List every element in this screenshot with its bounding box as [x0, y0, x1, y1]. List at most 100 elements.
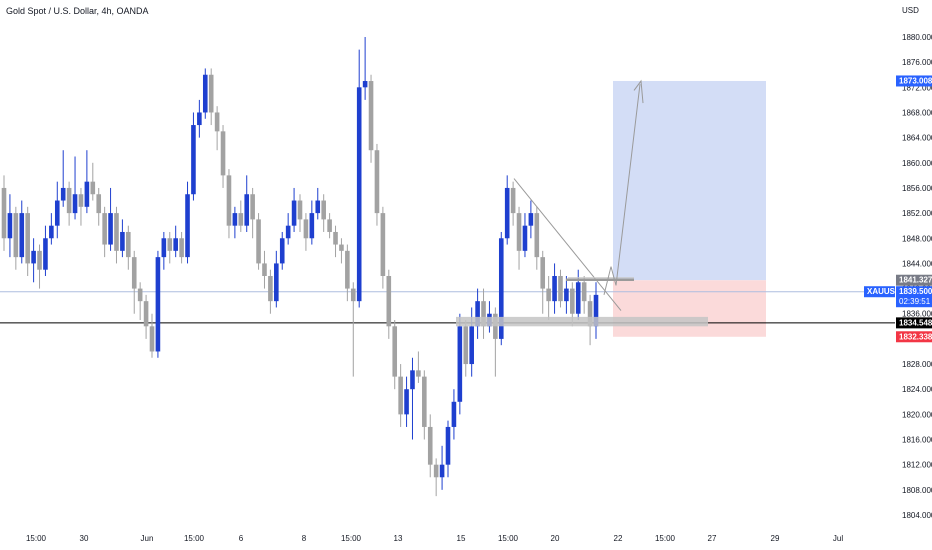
- candle: [439, 445, 445, 490]
- time-tick-label: 15:00: [498, 534, 519, 543]
- candle-body: [427, 426, 433, 465]
- candle: [362, 37, 368, 100]
- candle: [593, 282, 599, 339]
- candle-body: [392, 326, 398, 377]
- candle: [108, 187, 113, 251]
- candle-body: [78, 194, 84, 207]
- candle-body: [72, 194, 78, 214]
- time-tick-label: 15:00: [184, 534, 205, 543]
- time-tick-label: 30: [80, 534, 89, 543]
- candle: [19, 200, 25, 264]
- candle: [274, 250, 279, 308]
- candle: [410, 357, 415, 440]
- candle-body: [285, 225, 291, 239]
- candle: [398, 364, 403, 427]
- candle-body: [368, 81, 374, 151]
- candle-body: [96, 194, 102, 214]
- candle-body: [297, 200, 303, 220]
- svg-text:1873.008: 1873.008: [899, 76, 932, 85]
- candle-body: [238, 213, 244, 226]
- candle: [368, 74, 374, 163]
- candle: [291, 187, 297, 232]
- candle: [540, 250, 546, 314]
- candle-body: [498, 238, 504, 339]
- price-tick-label: 1812.000: [902, 461, 932, 470]
- candle: [256, 213, 261, 270]
- candle-body: [137, 288, 143, 302]
- candle-body: [143, 301, 149, 327]
- candle-body: [339, 244, 344, 251]
- candle-body: [321, 200, 326, 220]
- projection-arrowhead: [633, 79, 644, 104]
- candle: [445, 420, 451, 478]
- candle: [37, 244, 42, 289]
- time-tick-label: 27: [708, 534, 717, 543]
- candle-body: [108, 213, 113, 245]
- current-symbol-label: XAUUSD: [867, 287, 901, 296]
- candle: [422, 370, 427, 440]
- projection-path[interactable]: [603, 84, 641, 295]
- candle-body: [528, 213, 534, 226]
- candle: [173, 225, 178, 258]
- candle-body: [333, 231, 338, 245]
- candle-body: [1, 187, 7, 239]
- candle: [43, 225, 48, 276]
- price-tick-label: 1808.000: [902, 486, 932, 495]
- candle: [510, 181, 516, 226]
- candle: [315, 187, 321, 220]
- candle-body: [481, 301, 486, 327]
- candle: [114, 206, 119, 264]
- candle: [167, 231, 173, 264]
- candle-body: [191, 125, 196, 195]
- candle-body: [540, 257, 546, 289]
- candle-body: [327, 219, 332, 232]
- candle-body: [214, 112, 220, 132]
- time-tick-label: 15:00: [655, 534, 676, 543]
- candle-body: [126, 231, 131, 258]
- trendline[interactable]: [513, 178, 622, 311]
- price-tick-label: 1864.000: [902, 134, 932, 143]
- candle: [197, 99, 202, 138]
- candle: [226, 169, 232, 239]
- candle-body: [179, 238, 184, 258]
- candle-body: [173, 238, 178, 251]
- price-tick-label: 1868.000: [902, 108, 932, 117]
- current-price-tag: XAUUSD 1839.500 02:39:51: [864, 286, 932, 308]
- candle: [528, 200, 534, 239]
- countdown-label: 02:39:51: [899, 297, 931, 306]
- candle-body: [66, 187, 72, 214]
- candle-body: [54, 200, 60, 226]
- candle: [309, 200, 315, 245]
- candle: [481, 288, 486, 339]
- candle-body: [279, 238, 285, 264]
- support-zone[interactable]: [456, 316, 708, 327]
- price-tick-label: 1820.000: [902, 410, 932, 419]
- svg-text:1841.327: 1841.327: [899, 276, 932, 285]
- candle-body: [581, 282, 587, 302]
- candle: [262, 250, 267, 289]
- candle: [386, 269, 392, 339]
- candle: [96, 187, 102, 226]
- price-tick-label: 1824.000: [902, 385, 932, 394]
- candle: [155, 250, 161, 358]
- time-tick-label: 8: [302, 534, 307, 543]
- candle: [463, 320, 469, 377]
- candle-body: [309, 213, 315, 239]
- candle: [185, 181, 190, 264]
- candle: [1, 175, 7, 251]
- candle-body: [31, 250, 36, 264]
- candle-body: [220, 131, 226, 176]
- stop-zone[interactable]: [613, 280, 766, 337]
- candle: [78, 187, 84, 226]
- target-zone[interactable]: [613, 80, 766, 281]
- candle: [13, 206, 19, 270]
- price-tick-label: 1836.000: [902, 310, 932, 319]
- candle-body: [120, 231, 125, 251]
- candle-body: [256, 219, 261, 264]
- candle-body: [90, 181, 96, 195]
- candle: [126, 225, 131, 270]
- candle-body: [226, 175, 232, 226]
- candle: [120, 219, 125, 258]
- entry-price-tag: 1841.327: [896, 274, 932, 286]
